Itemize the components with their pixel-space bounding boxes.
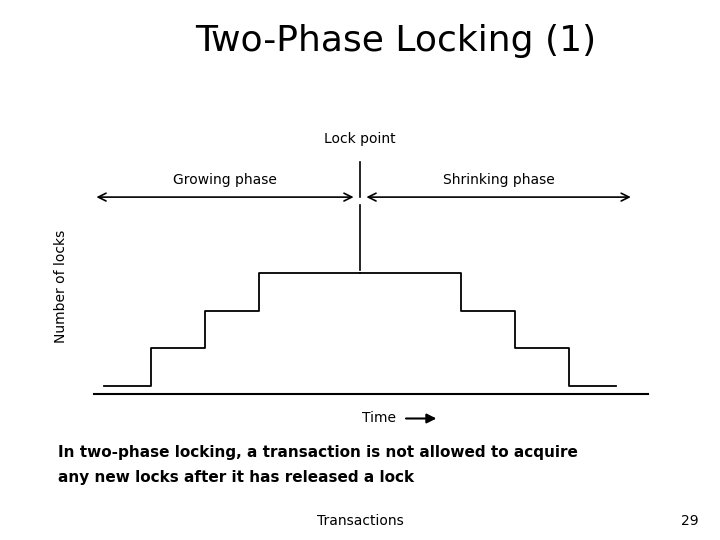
Text: Lock point: Lock point xyxy=(324,132,396,146)
Text: Number of locks: Number of locks xyxy=(54,230,68,343)
Text: Growing phase: Growing phase xyxy=(173,173,277,187)
Text: Time: Time xyxy=(362,411,396,426)
Text: Two-Phase Locking (1): Two-Phase Locking (1) xyxy=(195,24,597,58)
Text: In two-phase locking, a transaction is not allowed to acquire: In two-phase locking, a transaction is n… xyxy=(58,446,577,461)
Text: Shrinking phase: Shrinking phase xyxy=(443,173,554,187)
Text: 29: 29 xyxy=(681,514,698,528)
Text: any new locks after it has released a lock: any new locks after it has released a lo… xyxy=(58,470,414,485)
Text: Transactions: Transactions xyxy=(317,514,403,528)
